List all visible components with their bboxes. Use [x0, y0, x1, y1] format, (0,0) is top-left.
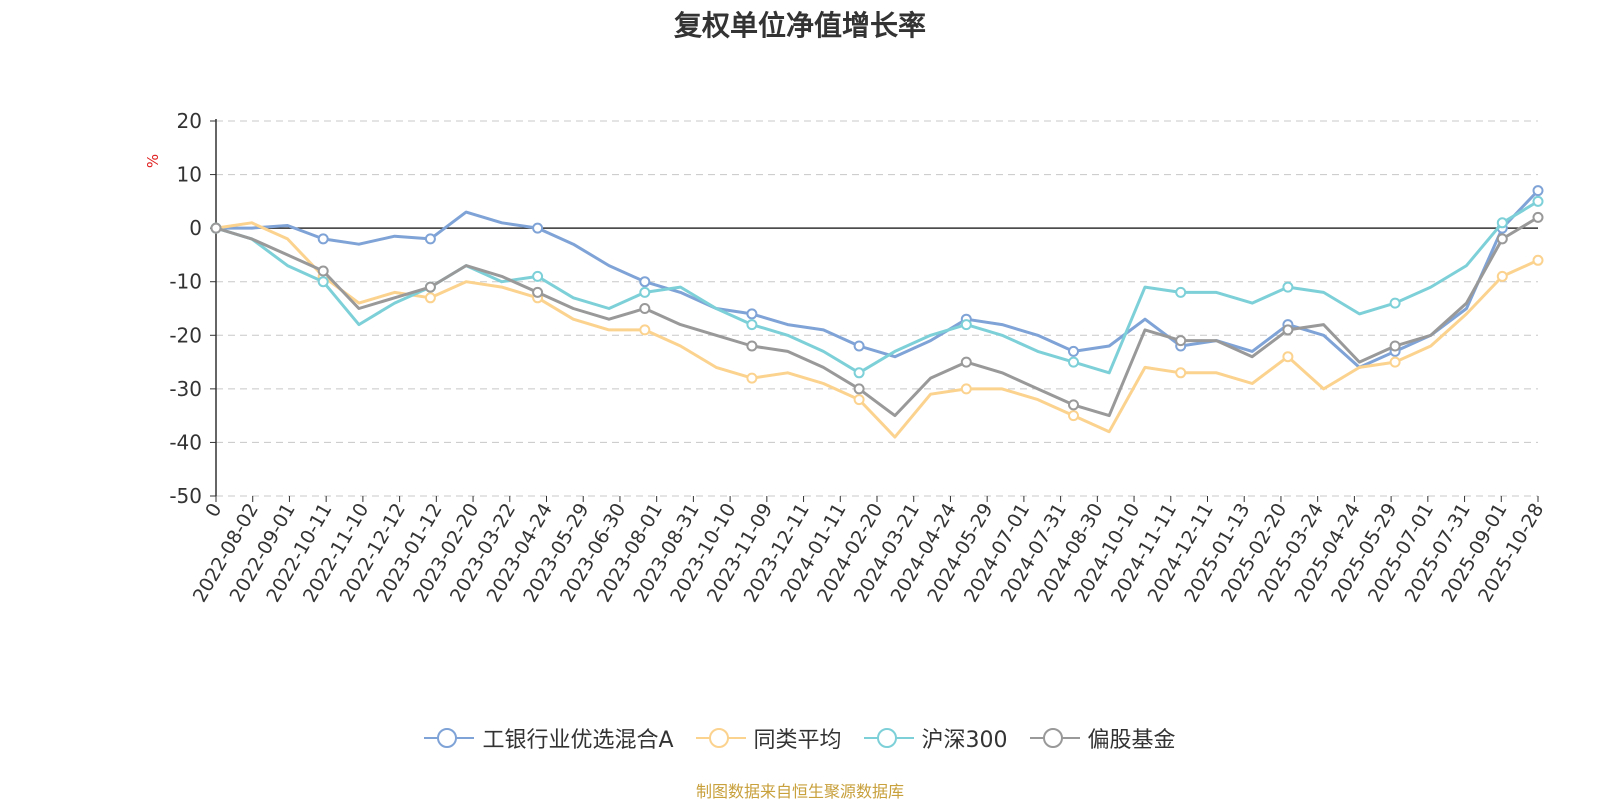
- y-tick-label: -40: [169, 430, 202, 454]
- data-point-1: [853, 394, 865, 406]
- legend-label-2: 沪深300: [921, 728, 1008, 753]
- legend-item-1[interactable]: 同类平均: [695, 722, 842, 754]
- data-point-1: [960, 383, 972, 395]
- data-point-3: [853, 383, 865, 395]
- data-point-1: [1532, 254, 1544, 266]
- series-line-0: [216, 189, 1540, 369]
- y-tick-label: 20: [177, 109, 202, 133]
- data-point-3: [1389, 340, 1401, 352]
- data-point-3: [639, 303, 651, 314]
- data-point-3: [317, 265, 329, 277]
- legend-label-0: 工银行业优选混合A: [482, 728, 674, 753]
- data-point-1: [746, 372, 758, 384]
- data-point-2: [1389, 297, 1401, 309]
- data-point-0: [853, 340, 865, 352]
- legend-swatch-2: [863, 727, 914, 749]
- source-note: 制图数据来自恒生聚源数据库: [695, 782, 904, 801]
- data-point-2: [1532, 195, 1544, 207]
- series-line-1: [215, 221, 1539, 439]
- legend: 工银行业优选混合A 同类平均 沪深300 偏股基金: [0, 722, 1600, 754]
- data-point-1: [1068, 410, 1079, 422]
- legend-swatch-3: [1029, 727, 1080, 749]
- data-point-2: [1175, 286, 1187, 298]
- axes: [210, 119, 1539, 502]
- legend-item-3[interactable]: 偏股基金: [1029, 722, 1176, 754]
- data-point-3: [1175, 335, 1187, 347]
- data-point-3: [210, 222, 222, 234]
- axis-labels: 20100-10-20-30-40-50%02022-08-022022-09-…: [144, 109, 1548, 606]
- data-point-1: [1175, 367, 1187, 379]
- data-point-0: [532, 222, 544, 234]
- data-point-0: [317, 233, 329, 245]
- legend-swatch-1: [695, 727, 746, 749]
- y-tick-label: -30: [169, 377, 202, 401]
- data-point-2: [746, 319, 758, 331]
- data-point-2: [532, 270, 544, 282]
- data-point-1: [1496, 270, 1508, 282]
- x-tick-label: 0: [201, 500, 226, 521]
- data-point-0: [424, 233, 436, 245]
- legend-item-2[interactable]: 沪深300: [863, 722, 1008, 754]
- y-tick-label: -50: [169, 484, 202, 508]
- data-point-1: [639, 324, 651, 336]
- data-point-2: [1068, 356, 1079, 368]
- data-point-0: [1068, 345, 1079, 357]
- legend-label-3: 偏股基金: [1087, 728, 1176, 753]
- y-tick-label: 0: [189, 216, 202, 240]
- data-point-3: [1496, 233, 1508, 245]
- legend-label-1: 同类平均: [753, 728, 842, 753]
- data-point-0: [1532, 185, 1544, 197]
- data-point-2: [960, 319, 972, 331]
- legend-item-0[interactable]: 工银行业优选混合A: [424, 722, 674, 754]
- y-tick-label: 10: [177, 163, 202, 187]
- series-line-3: [215, 216, 1539, 418]
- data-point-2: [317, 276, 329, 288]
- data-point-3: [424, 281, 436, 293]
- data-point-2: [853, 367, 865, 379]
- data-point-3: [1068, 399, 1079, 411]
- y-tick-label: -20: [169, 323, 202, 347]
- chart-title: 复权单位净值增长率: [673, 9, 926, 42]
- data-point-3: [746, 340, 758, 352]
- data-point-2: [639, 286, 651, 298]
- data-point-1: [1282, 351, 1294, 363]
- series-lines: [210, 185, 1544, 439]
- y-axis-unit-label: %: [144, 154, 162, 168]
- y-tick-label: -10: [169, 270, 202, 294]
- data-point-1: [1389, 356, 1401, 368]
- data-point-1: [424, 292, 436, 304]
- data-point-2: [1496, 217, 1508, 229]
- series-line-2: [215, 200, 1539, 375]
- data-point-3: [960, 356, 972, 368]
- legend-swatch-0: [424, 727, 475, 749]
- data-point-3: [1532, 211, 1544, 223]
- data-point-3: [1282, 324, 1294, 336]
- data-point-0: [746, 308, 758, 320]
- data-point-2: [1282, 281, 1294, 293]
- data-point-0: [639, 276, 651, 288]
- data-point-3: [532, 286, 544, 298]
- grid-lines: [216, 120, 1538, 497]
